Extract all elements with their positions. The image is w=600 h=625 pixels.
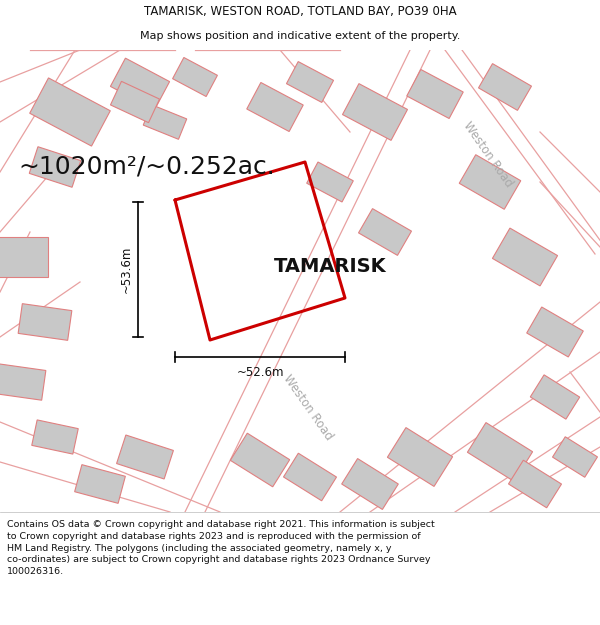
Polygon shape (74, 464, 125, 503)
Polygon shape (30, 78, 110, 146)
Text: ~53.6m: ~53.6m (119, 246, 133, 293)
Text: ~1020m²/~0.252ac.: ~1020m²/~0.252ac. (18, 155, 275, 179)
Text: Weston Road: Weston Road (281, 372, 335, 442)
Polygon shape (359, 209, 412, 256)
Polygon shape (467, 422, 533, 481)
Polygon shape (284, 453, 337, 501)
Polygon shape (18, 304, 72, 341)
Polygon shape (407, 69, 463, 119)
Polygon shape (286, 62, 334, 102)
Text: Weston Road: Weston Road (461, 119, 515, 189)
Polygon shape (530, 375, 580, 419)
Polygon shape (110, 81, 160, 122)
Polygon shape (0, 237, 47, 277)
Polygon shape (32, 420, 78, 454)
Polygon shape (479, 64, 532, 111)
Polygon shape (509, 460, 562, 508)
Polygon shape (247, 82, 303, 131)
Text: TAMARISK: TAMARISK (274, 258, 386, 276)
Polygon shape (173, 58, 217, 96)
Text: Contains OS data © Crown copyright and database right 2021. This information is : Contains OS data © Crown copyright and d… (7, 520, 435, 576)
Polygon shape (553, 437, 598, 478)
Polygon shape (493, 228, 557, 286)
Polygon shape (116, 435, 173, 479)
Polygon shape (307, 162, 353, 202)
Polygon shape (29, 147, 81, 188)
Text: TAMARISK, WESTON ROAD, TOTLAND BAY, PO39 0HA: TAMARISK, WESTON ROAD, TOTLAND BAY, PO39… (143, 4, 457, 18)
Polygon shape (230, 433, 290, 487)
Polygon shape (0, 364, 46, 400)
Polygon shape (343, 84, 407, 141)
Polygon shape (143, 104, 187, 139)
Polygon shape (459, 155, 521, 209)
Polygon shape (110, 58, 170, 110)
Text: Map shows position and indicative extent of the property.: Map shows position and indicative extent… (140, 31, 460, 41)
Polygon shape (527, 307, 583, 357)
Polygon shape (388, 428, 452, 486)
Text: ~52.6m: ~52.6m (236, 366, 284, 379)
Polygon shape (341, 459, 398, 509)
